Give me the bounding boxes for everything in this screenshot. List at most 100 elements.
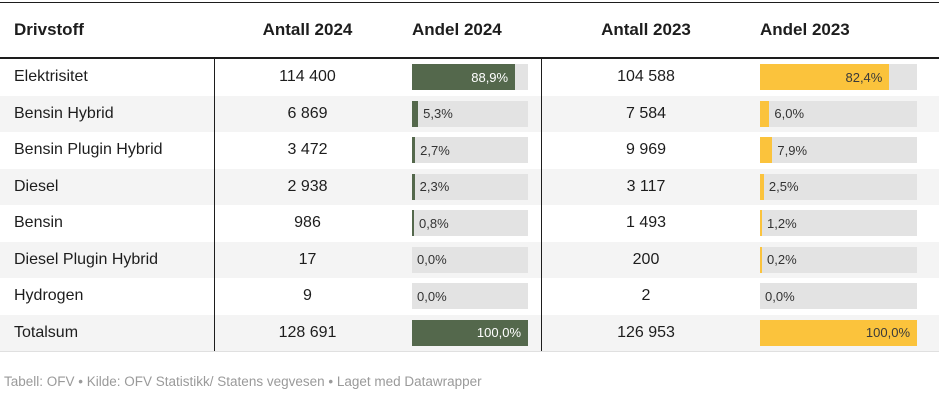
bar-track: 2,5% <box>760 173 917 200</box>
andel-2024-cell: 100,0% <box>400 314 542 351</box>
andel-2023-cell: 100,0% <box>750 315 939 352</box>
andel-2024-cell: 88,9% <box>400 59 542 96</box>
andel-2024-label: 0,8% <box>419 215 449 231</box>
andel-2023-cell: 7,9% <box>750 132 939 169</box>
andel-2024-label: 2,7% <box>420 142 450 158</box>
bar-track: 5,3% <box>412 100 528 127</box>
andel-2024-cell: 2,7% <box>400 132 542 169</box>
antall-2024-value: 986 <box>294 214 321 232</box>
andel-2023-label: 6,0% <box>774 106 805 122</box>
antall-2024-value: 2 938 <box>287 177 328 195</box>
andel-2023-label: 1,2% <box>767 215 797 231</box>
fuel-table: Drivstoff Antall 2024 Andel 2024 Antall … <box>0 2 939 352</box>
table-header-row: Drivstoff Antall 2024 Andel 2024 Antall … <box>0 3 939 59</box>
table-body: Elektrisitet 114 400 88,9% 104 588 82,4%… <box>0 59 939 352</box>
fuel-type-label: Totalsum <box>0 314 215 351</box>
andel-2024-bar <box>412 210 414 237</box>
andel-2023-label: 2,5% <box>768 179 799 195</box>
antall-2023-value: 200 <box>632 250 660 268</box>
header-antall-2023: Antall 2023 <box>601 20 691 39</box>
fuel-type-label: Diesel Plugin Hybrid <box>0 241 215 278</box>
antall-2024-value: 6 869 <box>287 104 328 122</box>
table-row-bensin: Bensin 986 0,8% 1 493 1,2% <box>0 205 939 242</box>
andel-2024-cell: 0,0% <box>400 278 542 315</box>
andel-2024-label: 0,0% <box>417 288 447 304</box>
andel-2023-label: 7,9% <box>777 142 808 158</box>
andel-2024-label: 2,3% <box>419 179 450 195</box>
bar-track: 6,0% <box>760 100 917 127</box>
bar-track: 0,2% <box>760 246 917 273</box>
table-row-bensin-plugin-hybrid: Bensin Plugin Hybrid 3 472 2,7% 9 969 7,… <box>0 132 939 169</box>
antall-2023-value: 9 969 <box>625 141 667 159</box>
andel-2024-label: 100,0% <box>476 325 521 341</box>
fuel-type-label: Elektrisitet <box>0 59 215 96</box>
antall-2024-value: 128 691 <box>278 323 337 341</box>
andel-2024-cell: 2,3% <box>400 168 542 205</box>
andel-2024-bar <box>412 173 415 200</box>
table-row-hydrogen: Hydrogen 9 0,0% 2 0,0% <box>0 278 939 315</box>
andel-2024-cell: 0,0% <box>400 241 542 278</box>
header-andel-2023: Andel 2023 <box>760 20 850 39</box>
andel-2023-bar <box>760 246 762 273</box>
andel-2023-label: 0,2% <box>767 252 797 268</box>
antall-2023-value: 1 493 <box>625 214 667 232</box>
andel-2024-cell: 5,3% <box>400 95 542 132</box>
table-row-totalsum: Totalsum 128 691 100,0% 126 953 100,0% <box>0 314 939 352</box>
bar-track: 0,0% <box>760 283 917 310</box>
bar-track: 0,0% <box>412 246 528 273</box>
table-row-bensin-hybrid: Bensin Hybrid 6 869 5,3% 7 584 6,0% <box>0 95 939 133</box>
andel-2023-cell: 6,0% <box>750 96 939 133</box>
table-row-diesel: Diesel 2 938 2,3% 3 117 2,5% <box>0 168 939 206</box>
andel-2024-bar <box>412 64 516 91</box>
andel-2023-bar <box>760 137 773 164</box>
bar-track: 100,0% <box>760 319 917 346</box>
andel-2024-cell: 0,8% <box>400 205 542 242</box>
antall-2024-value: 17 <box>298 250 317 268</box>
fuel-type-label: Bensin Hybrid <box>0 95 215 132</box>
antall-2023-value: 3 117 <box>626 177 666 195</box>
andel-2024-label: 0,0% <box>417 252 447 268</box>
bar-track: 0,8% <box>412 210 528 237</box>
antall-2023-value: 7 584 <box>625 104 667 122</box>
table-row-elektrisitet: Elektrisitet 114 400 88,9% 104 588 82,4% <box>0 59 939 96</box>
andel-2023-bar <box>760 319 917 346</box>
andel-2024-bar <box>412 100 419 127</box>
antall-2023-value: 126 953 <box>617 323 675 341</box>
andel-2023-cell: 82,4% <box>750 59 939 96</box>
andel-2024-label: 88,9% <box>471 69 509 85</box>
attribution-footer: Tabell: OFV • Kilde: OFV Statistikk/ Sta… <box>4 374 482 389</box>
bar-track: 1,2% <box>760 210 917 237</box>
andel-2024-bar <box>412 319 528 346</box>
andel-2023-bar <box>760 210 762 237</box>
table-row-diesel-plugin-hybrid: Diesel Plugin Hybrid 17 0,0% 200 0,2% <box>0 241 939 279</box>
bar-track: 100,0% <box>412 319 528 346</box>
header-andel-2024: Andel 2024 <box>412 20 502 39</box>
bar-track: 2,3% <box>412 173 528 200</box>
header-drivstoff: Drivstoff <box>14 20 84 39</box>
antall-2024-value: 114 400 <box>279 68 336 86</box>
header-antall-2024: Antall 2024 <box>262 20 353 39</box>
bar-track: 2,7% <box>412 137 528 164</box>
bar-track: 7,9% <box>760 137 917 164</box>
andel-2023-bar <box>760 100 770 127</box>
andel-2023-cell: 0,2% <box>750 242 939 279</box>
antall-2023-value: 2 <box>641 287 651 305</box>
andel-2023-label: 100,0% <box>865 325 910 341</box>
fuel-type-label: Hydrogen <box>0 278 215 315</box>
andel-2024-bar <box>412 137 416 164</box>
bar-track: 88,9% <box>412 64 528 91</box>
andel-2023-cell: 2,5% <box>750 169 939 206</box>
bar-track: 82,4% <box>760 64 917 91</box>
bar-track: 0,0% <box>412 283 528 310</box>
fuel-type-label: Bensin Plugin Hybrid <box>0 132 215 169</box>
antall-2024-value: 3 472 <box>287 141 328 159</box>
andel-2023-bar <box>760 173 764 200</box>
fuel-type-label: Diesel <box>0 168 215 205</box>
andel-2023-cell: 0,0% <box>750 278 939 315</box>
andel-2024-label: 5,3% <box>423 106 453 122</box>
andel-2023-bar <box>760 64 890 91</box>
antall-2024-value: 9 <box>303 287 312 305</box>
antall-2023-value: 104 588 <box>617 68 675 86</box>
andel-2023-cell: 1,2% <box>750 205 939 242</box>
fuel-type-label: Bensin <box>0 205 215 242</box>
